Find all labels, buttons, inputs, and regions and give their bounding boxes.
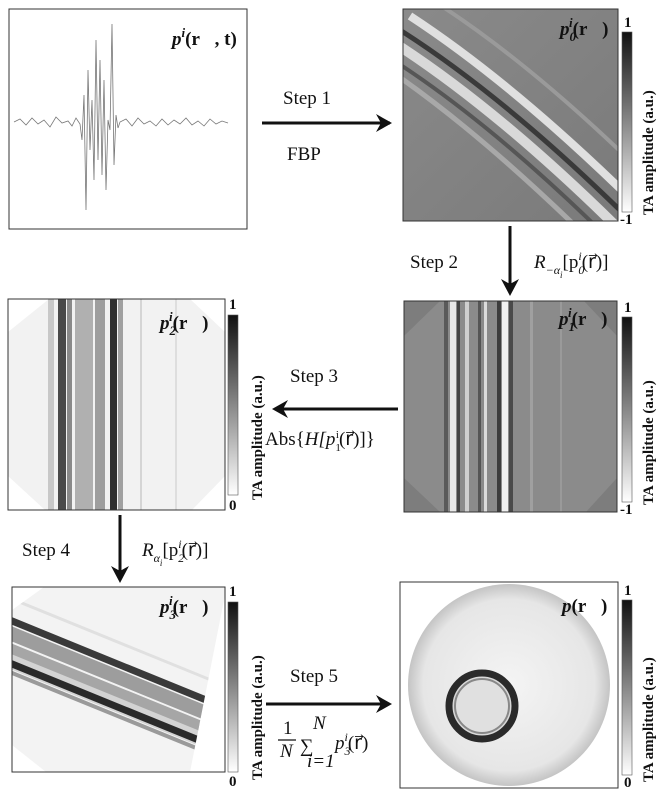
p0-title: p0i(r⃗) xyxy=(558,15,609,44)
step2-arrow-head xyxy=(501,279,519,296)
signal-panel: pi(r⃗, t) xyxy=(8,8,248,230)
p0-panel: p0i(r⃗) 1 -1 TA amplitude (a.u.) xyxy=(402,8,657,228)
step2-group: Step 2 R−αi[p0i(r⃗)] xyxy=(410,226,609,296)
p3-panel: p3i(r⃗) 1 0 TA amplitude (a.u.) xyxy=(11,584,266,790)
p3-colorbar-min: 0 xyxy=(229,774,237,790)
final-panel: p(r⃗) 1 0 TA amplitude (a.u.) xyxy=(399,581,657,791)
final-colorbar-max: 1 xyxy=(624,583,632,599)
step4-arrow-head xyxy=(111,566,129,583)
p0-image xyxy=(403,9,618,221)
final-colorbar-label: TA amplitude (a.u.) xyxy=(641,657,657,782)
p1-colorbar-max: 1 xyxy=(624,300,632,316)
step5-sum-top: N xyxy=(312,713,327,734)
step5-label: Step 5 xyxy=(290,666,338,687)
p2-colorbar-min: 0 xyxy=(229,498,237,514)
step3-label: Step 3 xyxy=(290,366,338,387)
p1-colorbar xyxy=(621,316,633,503)
final-title: p(r⃗) xyxy=(560,596,607,617)
signal-trace xyxy=(13,23,229,211)
p0-colorbar xyxy=(621,31,633,213)
p3-colorbar-label: TA amplitude (a.u.) xyxy=(250,655,266,780)
step4-op: Rαi[p2i(r⃗)] xyxy=(141,537,208,568)
p1-colorbar-label: TA amplitude (a.u.) xyxy=(641,380,657,505)
step5-op: 1 N N ∑ i=1 p3i(r⃗) xyxy=(278,713,368,772)
step5-group: Step 5 1 N N ∑ i=1 p3i(r⃗) xyxy=(266,666,392,772)
p1-colorbar-min: -1 xyxy=(620,502,633,518)
step1-group: Step 1 FBP xyxy=(262,88,392,165)
p0-colorbar-max: 1 xyxy=(624,15,632,31)
step3-group: Step 3 Abs{H[p1i(r⃗)]} xyxy=(265,366,398,454)
p0-colorbar-min: -1 xyxy=(620,212,633,228)
p2-stripes xyxy=(8,299,225,510)
step1-op: FBP xyxy=(287,144,321,165)
p1-title: p1i(r⃗) xyxy=(557,305,608,334)
p0-stripes xyxy=(403,9,618,221)
step2-op: R−αi[p0i(r⃗)] xyxy=(533,249,609,280)
p2-panel: p2i(r⃗) 1 0 TA amplitude (a.u.) xyxy=(7,297,266,514)
final-colorbar-min: 0 xyxy=(624,775,632,791)
p1-stripes xyxy=(404,301,617,512)
step4-label: Step 4 xyxy=(22,540,71,561)
p3-colorbar xyxy=(227,601,239,773)
step1-label: Step 1 xyxy=(283,88,331,109)
p3-title: p3i(r⃗) xyxy=(158,593,209,622)
step5-frac-den: N xyxy=(279,741,294,762)
step2-label: Step 2 xyxy=(410,252,458,273)
step5-sum-bot: i=1 xyxy=(307,751,335,772)
p2-title: p2i(r⃗) xyxy=(158,309,209,338)
signal-title: pi(r⃗, t) xyxy=(170,25,237,50)
step5-term: p3i(r⃗) xyxy=(333,730,368,758)
p2-colorbar-max: 1 xyxy=(229,297,237,313)
step4-group: Step 4 Rαi[p2i(r⃗)] xyxy=(22,515,208,583)
p2-colorbar xyxy=(227,314,239,496)
p2-colorbar-label: TA amplitude (a.u.) xyxy=(250,375,266,500)
p1-panel: p1i(r⃗) 1 -1 TA amplitude (a.u.) xyxy=(403,300,657,518)
signal-frame xyxy=(8,8,248,230)
step1-arrow-head xyxy=(376,114,392,132)
step3-arrow-head xyxy=(272,400,288,418)
step3-op: Abs{H[p1i(r⃗)]} xyxy=(265,429,375,454)
p0-colorbar-label: TA amplitude (a.u.) xyxy=(641,90,657,215)
step5-sum-symbol: ∑ xyxy=(300,736,314,757)
final-colorbar xyxy=(621,599,633,776)
p3-colorbar-max: 1 xyxy=(229,584,237,600)
step5-frac-num: 1 xyxy=(283,718,293,739)
step5-arrow-head xyxy=(376,695,392,713)
